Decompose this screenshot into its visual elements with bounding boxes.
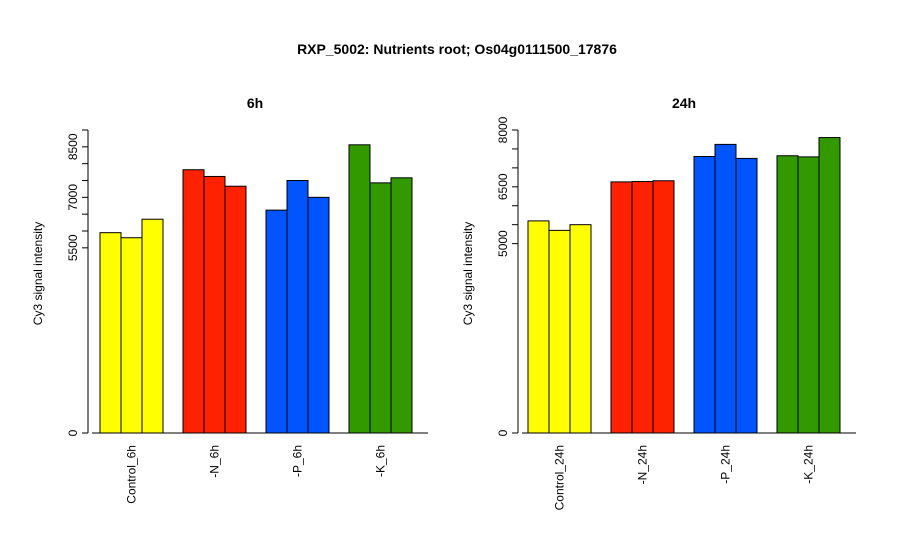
y-tick-label: 6500 <box>496 173 510 200</box>
bar <box>120 237 143 434</box>
x-tick-label: Control_24h <box>553 445 567 510</box>
bar <box>390 177 413 434</box>
y-tick-label: 8500 <box>66 133 80 160</box>
panel-title: 24h <box>672 95 696 111</box>
bar <box>776 155 799 434</box>
bar <box>610 181 633 434</box>
figure-title: RXP_5002: Nutrients root; Os04g0111500_1… <box>297 41 617 57</box>
bar <box>652 180 675 434</box>
y-tick-label: 0 <box>66 429 80 436</box>
y-tick-label: 0 <box>496 429 510 436</box>
bar <box>265 209 288 434</box>
x-tick-label: -N_24h <box>636 445 650 484</box>
y-tick-label: 8000 <box>496 116 510 143</box>
x-tick-label: -N_6h <box>208 445 222 478</box>
y-axis-label: Cy3 signal intensity <box>461 222 475 325</box>
bar <box>735 157 758 434</box>
x-tick-label: Control_6h <box>125 445 139 504</box>
panel-title: 6h <box>247 95 263 111</box>
x-tick-label: -K_6h <box>374 445 388 477</box>
y-tick-label: 5500 <box>66 234 80 261</box>
bar <box>797 156 820 434</box>
bar <box>714 143 737 434</box>
bar <box>141 218 164 434</box>
bar <box>818 137 841 434</box>
y-tick-label: 7000 <box>66 184 80 211</box>
bar <box>307 196 330 434</box>
bar <box>224 185 247 434</box>
y-tick-label: 5000 <box>496 230 510 257</box>
bar <box>203 175 226 434</box>
bar <box>631 181 654 434</box>
bar <box>286 180 309 434</box>
bar <box>548 229 571 434</box>
bar <box>99 232 122 434</box>
bar <box>569 224 592 434</box>
bar <box>369 182 392 434</box>
bar <box>348 144 371 434</box>
panel-6h: 6h Control_6h -N_6h -P_6h -K_6h 0 5500 7000 8500… <box>31 95 428 504</box>
x-tick-label: -P_6h <box>291 445 305 477</box>
chart-panels: 6h Control_6h -N_6h -P_6h -K_6h 0 5500 7000 8500… <box>31 95 856 510</box>
x-tick-label: -K_24h <box>802 445 816 484</box>
panel-24h: 24h Control_24h -N_24h -P_24h -K_24h 0 5000 650… <box>461 95 856 510</box>
y-axis-label: Cy3 signal intensity <box>31 222 45 325</box>
bar <box>182 169 205 434</box>
x-tick-label: -P_24h <box>719 445 733 484</box>
bar <box>693 156 716 434</box>
bar <box>527 220 550 434</box>
